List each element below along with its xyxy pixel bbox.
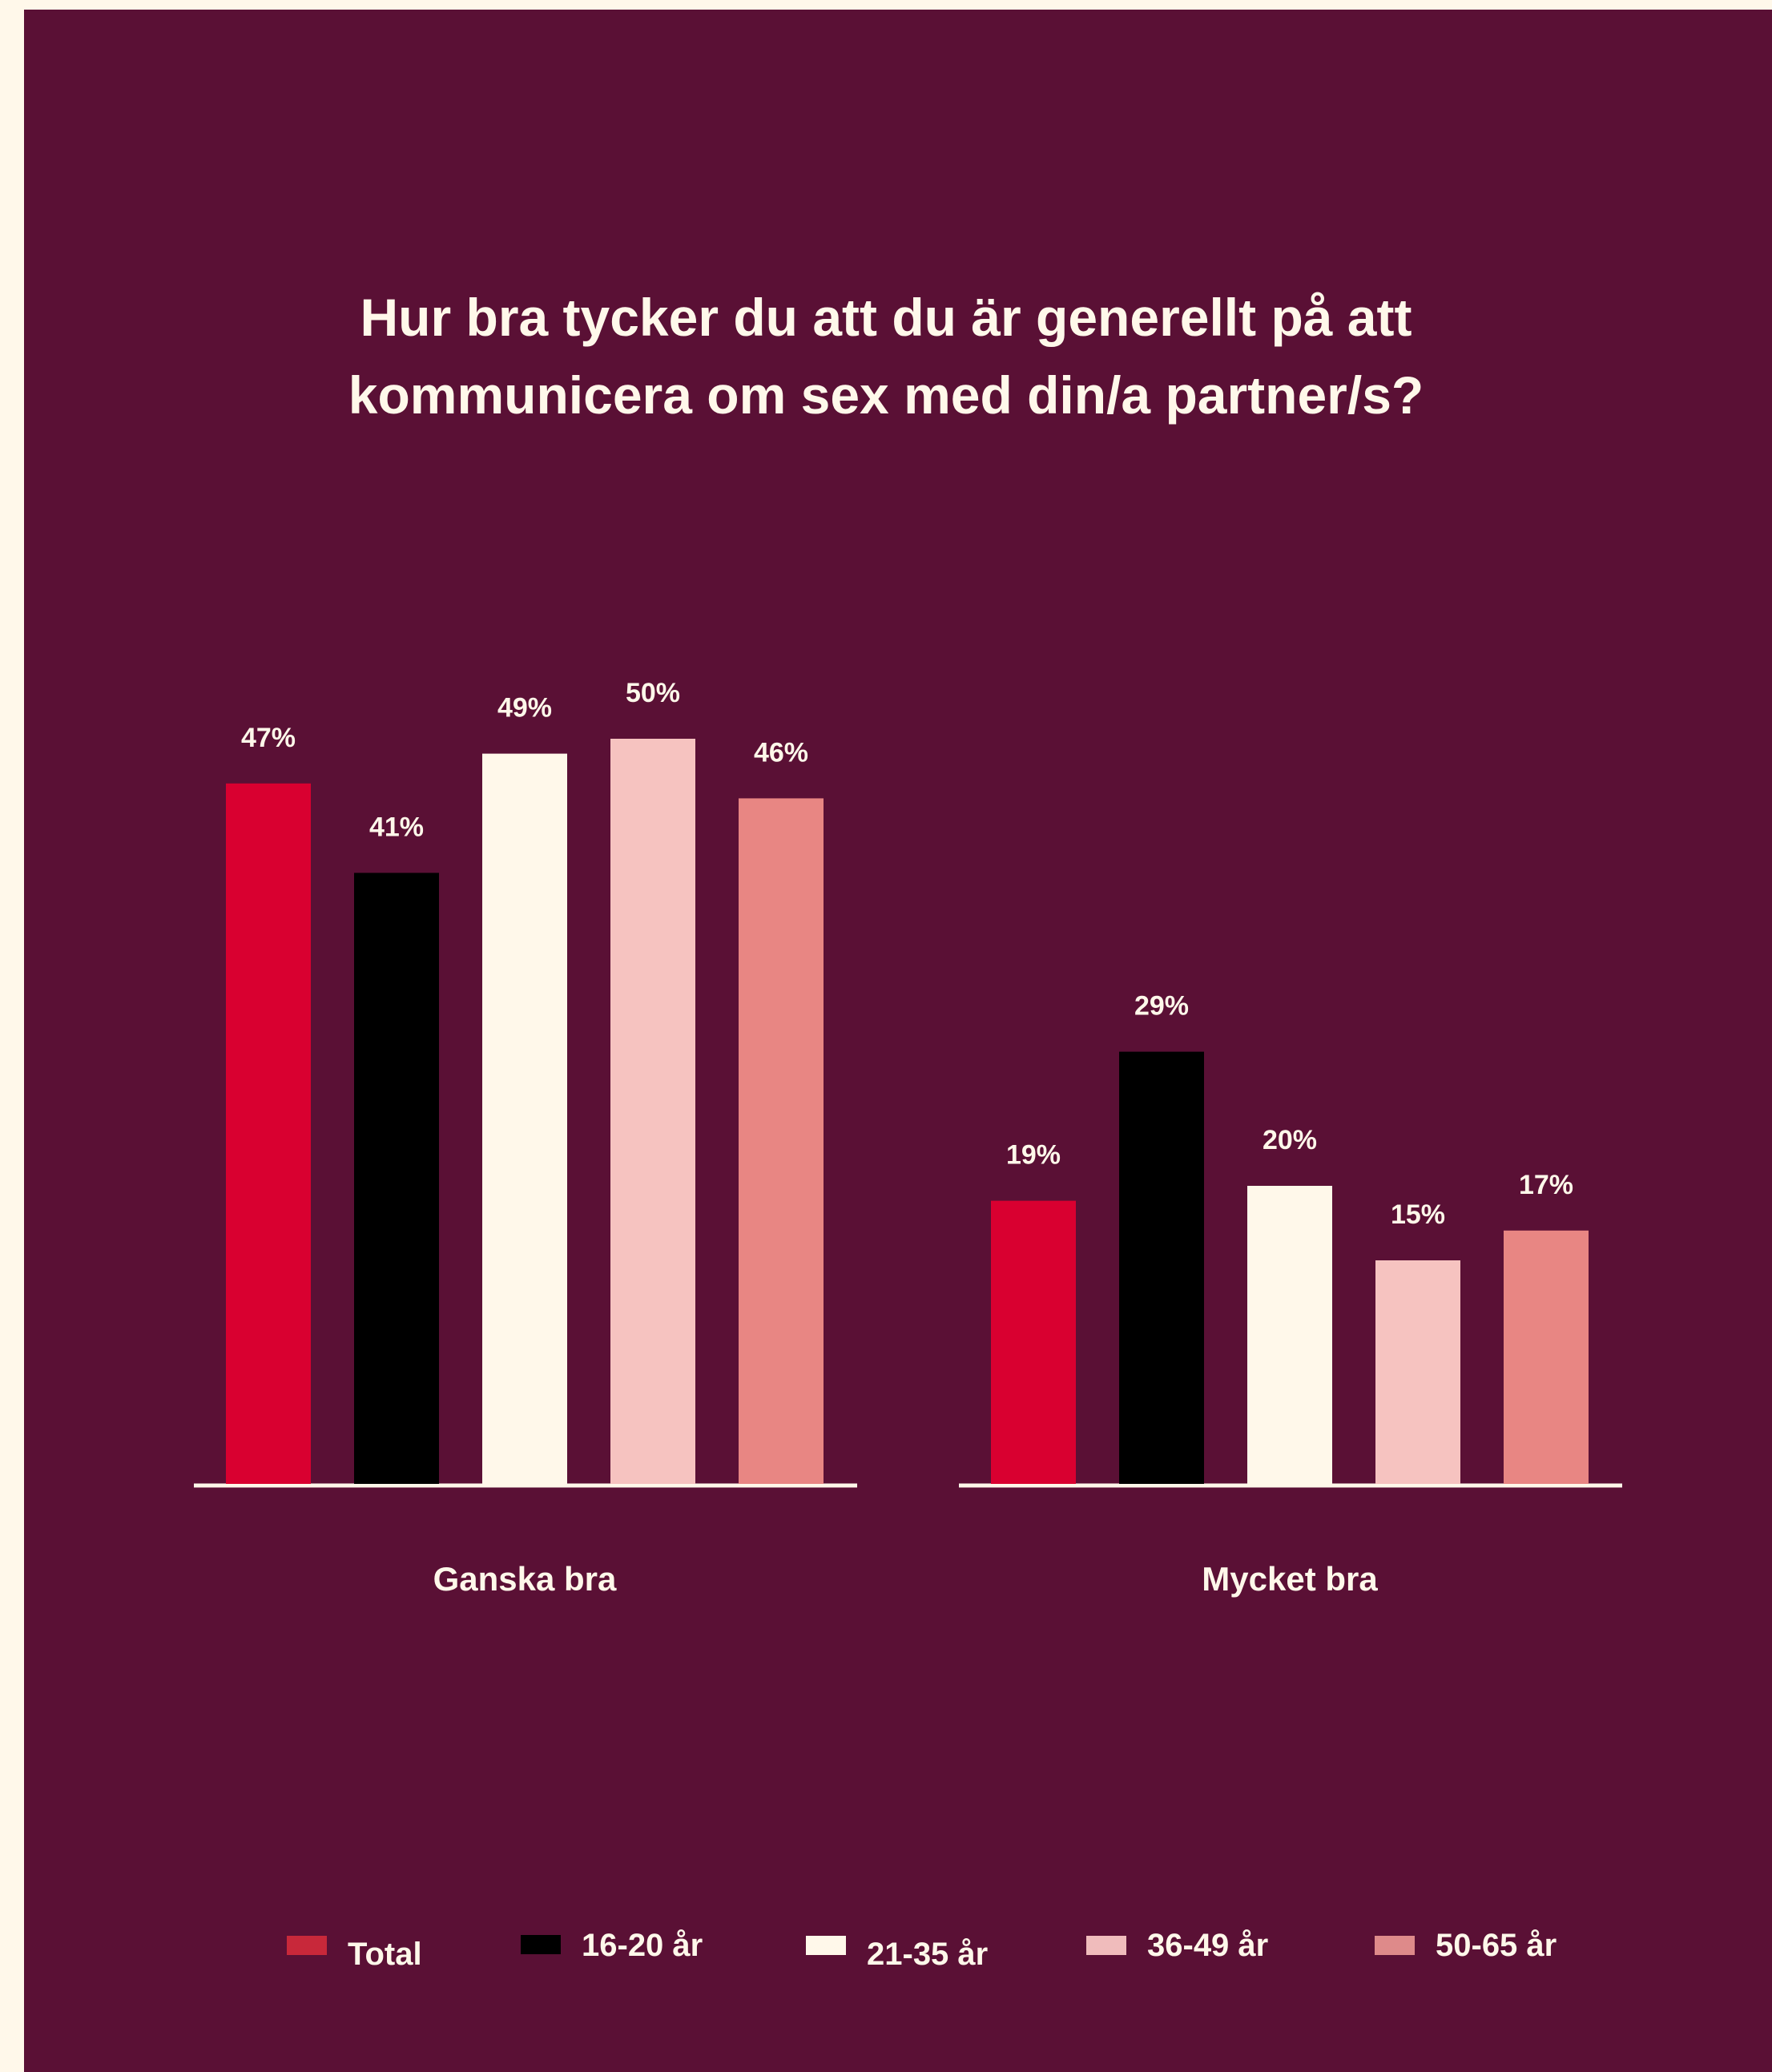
data-label: 19% (1006, 1140, 1061, 1171)
bar (226, 783, 311, 1484)
data-label: 41% (369, 812, 424, 842)
data-label: 29% (1134, 991, 1189, 1022)
data-label: 50% (626, 678, 680, 708)
legend-label: 16-20 år (582, 1928, 703, 1963)
bar (610, 739, 695, 1484)
legend-label: 50-65 år (1436, 1928, 1557, 1963)
category-label: Mycket bra (1202, 1560, 1378, 1598)
bar (1504, 1230, 1589, 1484)
bar (482, 753, 567, 1484)
legend-label: 21-35 år (867, 1937, 988, 1972)
legend-swatch (521, 1935, 561, 1954)
bar (739, 798, 824, 1484)
legend-swatch (287, 1936, 327, 1955)
legend-label: Total (348, 1937, 422, 1972)
data-label: 47% (241, 723, 296, 753)
data-label: 15% (1391, 1199, 1445, 1230)
bar (1119, 1051, 1204, 1484)
category-label: Ganska bra (433, 1560, 617, 1598)
bar (991, 1200, 1076, 1484)
bar (1247, 1186, 1332, 1484)
data-label: 17% (1519, 1170, 1573, 1200)
legend-swatch (1375, 1936, 1415, 1955)
data-label: 49% (497, 693, 552, 724)
bar (1375, 1260, 1460, 1484)
data-label: 20% (1263, 1125, 1317, 1155)
legend-label: 36-49 år (1147, 1928, 1268, 1963)
data-label: 46% (754, 737, 808, 768)
chart-title-line-1: Hur bra tycker du att du är generellt på… (360, 288, 1412, 347)
chart-title-line-2: kommunicera om sex med din/a partner/s? (348, 365, 1424, 425)
legend-swatch (1086, 1936, 1126, 1955)
chart-panel (24, 10, 1772, 2072)
legend-swatch (806, 1936, 846, 1955)
bar (354, 873, 439, 1484)
